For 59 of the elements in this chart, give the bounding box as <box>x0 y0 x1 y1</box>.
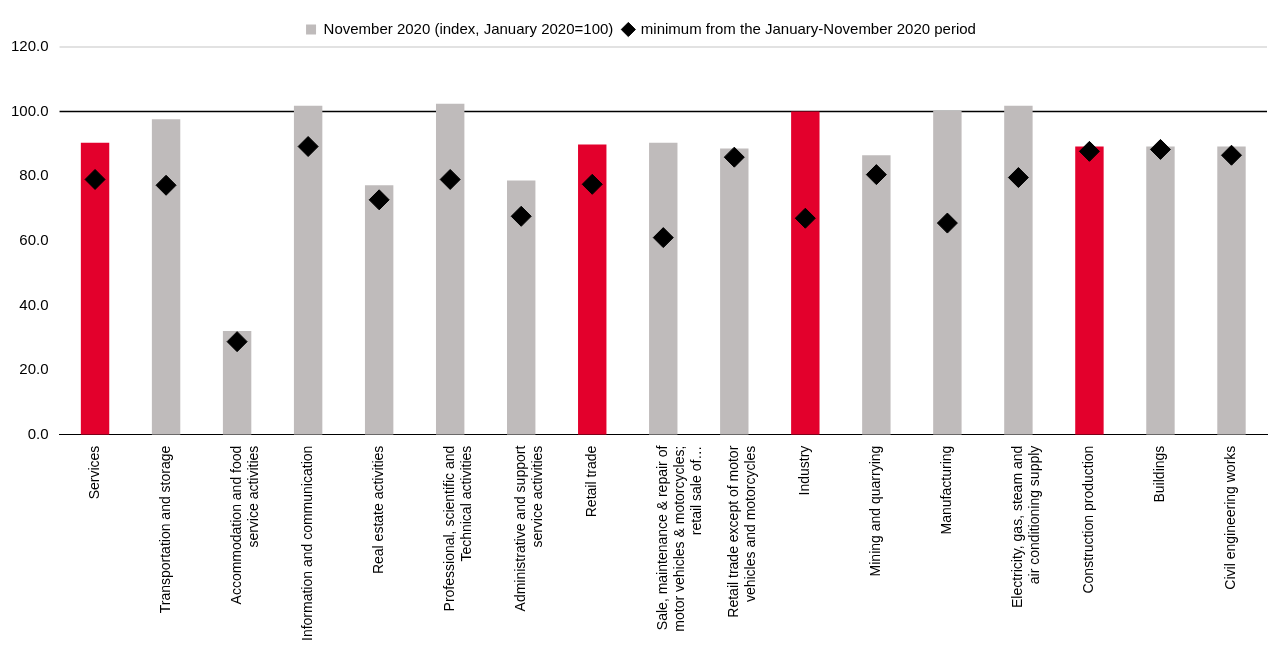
y-tick-label: 80.0 <box>19 166 49 184</box>
legend-label: November 2020 (index, January 2020=100) <box>323 19 614 37</box>
point <box>1220 144 1242 166</box>
x-tick-label: Civil engineering works <box>1222 445 1239 590</box>
x-tick-label: Administrative and support service activities <box>512 445 545 612</box>
x-tick-label: Construction production <box>1080 445 1097 594</box>
bar <box>293 105 323 435</box>
x-tick-label: Real estate activities <box>370 445 387 575</box>
bar <box>862 155 891 435</box>
bar <box>791 111 820 435</box>
x-tick-label: Mining and quarrying <box>867 445 884 577</box>
bar <box>1146 146 1175 435</box>
point <box>1149 138 1171 160</box>
bar <box>151 119 181 435</box>
bar <box>507 180 536 435</box>
point <box>1078 140 1100 162</box>
bar <box>80 142 110 435</box>
x-tick-label: Information and communication <box>298 445 315 641</box>
x-tick-label: Manufacturing <box>938 445 955 535</box>
point <box>439 168 461 190</box>
point <box>155 174 177 196</box>
point <box>510 205 532 227</box>
y-tick-label: 100.0 <box>10 101 49 119</box>
y-tick-label: 120.0 <box>10 37 49 55</box>
point <box>936 212 958 234</box>
bar <box>933 110 962 435</box>
bar <box>720 148 749 435</box>
y-tick-label: 20.0 <box>19 360 49 378</box>
bar <box>1075 146 1104 435</box>
point <box>84 168 106 190</box>
x-tick-label: Services <box>85 445 102 500</box>
point <box>226 331 248 353</box>
x-tick-label: Buildings <box>1151 445 1168 503</box>
point <box>794 207 816 229</box>
point <box>865 164 887 186</box>
x-tick-label: Accommodation and food service activities <box>227 445 261 605</box>
x-tick-label: Professional, scientific and Technical activities <box>441 445 474 612</box>
x-tick-label: Electricity, gas, steam and air conditioning supply <box>1009 445 1043 609</box>
bar <box>1004 105 1033 435</box>
y-tick-label: 60.0 <box>19 230 49 248</box>
bar <box>222 330 252 435</box>
y-tick-label: 0.0 <box>27 424 49 442</box>
bar <box>435 103 465 435</box>
legend-label: minimum from the January-November 2020 period <box>640 19 976 37</box>
point <box>652 227 674 249</box>
bar <box>364 185 394 435</box>
x-tick-label: Retail trade <box>583 445 600 518</box>
x-tick-label: Sale, maintenance & repair of motor vehicles & motorcycles; retail sale of… <box>654 445 704 632</box>
point <box>723 146 745 168</box>
bar <box>578 144 607 435</box>
x-tick-label: Transportation and storage <box>156 445 173 614</box>
bar <box>1217 146 1246 435</box>
point <box>581 173 603 195</box>
point <box>1007 167 1029 189</box>
x-tick-label: Industry <box>796 445 813 496</box>
point <box>368 189 390 211</box>
bar <box>649 142 678 435</box>
point <box>297 136 319 157</box>
y-tick-label: 40.0 <box>19 295 49 313</box>
